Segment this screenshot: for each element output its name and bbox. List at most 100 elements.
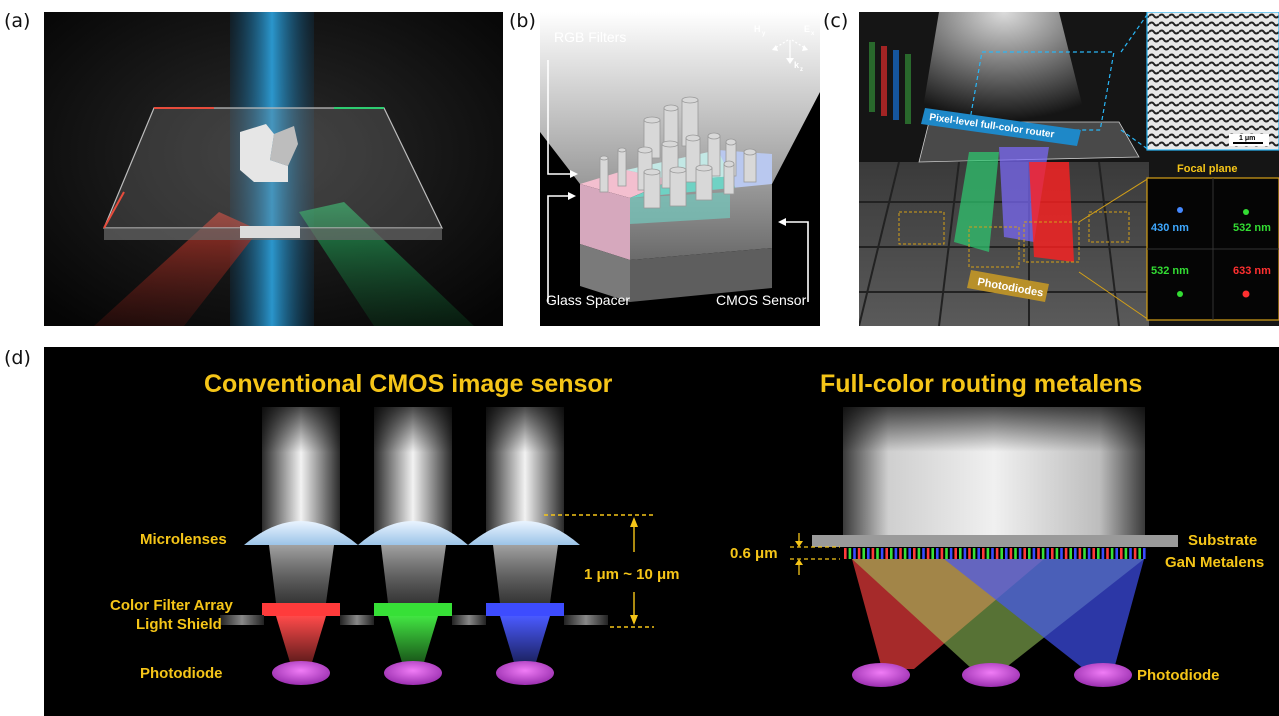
metalens-pillar bbox=[1051, 548, 1054, 559]
cmos-sensor-layer bbox=[580, 244, 630, 302]
metalens-pillar bbox=[1055, 548, 1059, 559]
metalens-pillar bbox=[1032, 548, 1036, 559]
thickness-left-label: 1 μm ~ 10 μm bbox=[584, 566, 680, 583]
sem-image-inset bbox=[1146, 12, 1279, 151]
metalens-pillar bbox=[982, 548, 985, 559]
left-title: Conventional CMOS image sensor bbox=[204, 370, 613, 398]
metalens-pillar bbox=[903, 548, 907, 559]
metalens-pillar bbox=[931, 548, 934, 559]
metalens-pillar bbox=[1092, 548, 1095, 559]
gan-metalens-array bbox=[844, 548, 1146, 559]
metalens-pillar bbox=[899, 548, 902, 559]
metalens-pillar bbox=[1014, 548, 1017, 559]
wavelength-633: 633 nm bbox=[1233, 265, 1271, 277]
focal-plane-label: Focal plane bbox=[1177, 163, 1238, 175]
metalens-pillar bbox=[1106, 548, 1109, 559]
metalens-pillar bbox=[1000, 548, 1003, 559]
substrate-label: Substrate bbox=[1188, 532, 1257, 549]
red-light-beam bbox=[94, 212, 259, 326]
panel-b-illustration: RGB Filters Glass Spacer CMOS Sensor H y… bbox=[540, 12, 820, 326]
metalens-pillar bbox=[1110, 548, 1114, 559]
metalens-pillar bbox=[959, 548, 962, 559]
metalens-pillar bbox=[1060, 548, 1063, 559]
router-label-bg bbox=[921, 108, 1081, 146]
metalens-pillar bbox=[1028, 548, 1031, 559]
blue-routed-light bbox=[944, 559, 1144, 669]
metalens-pillar bbox=[963, 548, 967, 559]
microlenses bbox=[244, 521, 580, 545]
color-filter-array-label: Color Filter Array bbox=[110, 597, 233, 614]
metalens-pillar bbox=[1097, 548, 1100, 559]
metalens-pillar bbox=[880, 548, 884, 559]
metalens-pillar bbox=[913, 548, 916, 559]
green-color-filter bbox=[374, 603, 452, 616]
metalens-pillar bbox=[945, 548, 948, 559]
metalens-pillar bbox=[1101, 548, 1105, 559]
light-shield-label: Light Shield bbox=[136, 616, 222, 633]
metalens-pillar bbox=[1018, 548, 1022, 559]
metalens-pillar bbox=[1041, 548, 1045, 559]
green-cone bbox=[388, 616, 438, 669]
metalens-pillar bbox=[922, 548, 925, 559]
metalens-pillar bbox=[1037, 548, 1040, 559]
metalens-pillar bbox=[949, 548, 953, 559]
metalens-pillar bbox=[885, 548, 888, 559]
metalens-pillar bbox=[936, 548, 939, 559]
metalens-pillar bbox=[862, 548, 865, 559]
blue-color-filter bbox=[486, 603, 564, 616]
metalens-pillar bbox=[1143, 548, 1146, 559]
svg-text:z: z bbox=[800, 67, 803, 73]
metalens-pillar bbox=[1087, 548, 1091, 559]
photodiode-left-3 bbox=[496, 661, 554, 685]
thickness-right-label: 0.6 μm bbox=[730, 545, 778, 562]
red-color-filter bbox=[262, 603, 340, 616]
wavelength-532-bottom: 532 nm bbox=[1151, 265, 1189, 277]
metalens-pillar bbox=[1005, 548, 1008, 559]
photodiodes-tag bbox=[967, 270, 1049, 302]
metalens-pillar bbox=[1046, 548, 1049, 559]
gan-metalens-label: GaN Metalens bbox=[1165, 554, 1264, 571]
axis-h-label: H bbox=[754, 24, 761, 34]
scale-bar-label: 1 μm bbox=[1239, 135, 1255, 142]
wavelength-532-top: 532 nm bbox=[1233, 222, 1271, 234]
metalens-pillar bbox=[917, 548, 921, 559]
blue-cone bbox=[500, 616, 550, 669]
photodiode-right-label: Photodiode bbox=[1137, 667, 1220, 684]
cmos-sensor-label: CMOS Sensor bbox=[716, 292, 807, 308]
green-focus-cone bbox=[954, 152, 999, 252]
metalens-pillar bbox=[853, 548, 856, 559]
microlenses-label: Microlenses bbox=[140, 531, 227, 548]
metalens-pillar bbox=[1078, 548, 1082, 559]
metalens-pillar bbox=[908, 548, 911, 559]
photodiode-right-3 bbox=[1074, 663, 1132, 687]
photodiode-left-2 bbox=[384, 661, 442, 685]
red-focus-cone bbox=[1029, 162, 1074, 262]
axis-k-label: k bbox=[794, 60, 800, 70]
metalens-pillar bbox=[1120, 548, 1123, 559]
metalens-pillar bbox=[972, 548, 976, 559]
metalens-pillar bbox=[991, 548, 994, 559]
metalens-pillar bbox=[1064, 548, 1068, 559]
metalens-pillar bbox=[1069, 548, 1072, 559]
panel-label-c: (c) bbox=[823, 10, 849, 32]
metalens-pillar bbox=[1133, 548, 1137, 559]
panel-label-b: (b) bbox=[509, 10, 536, 32]
metalens-pillar bbox=[871, 548, 875, 559]
axes-icon bbox=[771, 39, 809, 60]
panel-label-a: (a) bbox=[4, 10, 31, 32]
metalens-pillar bbox=[1115, 548, 1118, 559]
light-cone bbox=[540, 12, 820, 184]
glass-spacer-label: Glass Spacer bbox=[546, 292, 630, 308]
metalens-pillar bbox=[968, 548, 971, 559]
metalens-pillar bbox=[1023, 548, 1026, 559]
metalens-pillar bbox=[894, 548, 898, 559]
metalens-pillar bbox=[954, 548, 957, 559]
metalens-pillar bbox=[844, 548, 847, 559]
metalens-pillar bbox=[876, 548, 879, 559]
svg-text:x: x bbox=[811, 31, 815, 37]
metalens-pillar bbox=[1129, 548, 1132, 559]
panel-c-illustration: 1 μm Pixel-level full-color router Focal… bbox=[859, 12, 1279, 326]
metalens-pillar bbox=[977, 548, 980, 559]
metalens-pillar bbox=[1074, 548, 1077, 559]
photodiode-left-1 bbox=[272, 661, 330, 685]
